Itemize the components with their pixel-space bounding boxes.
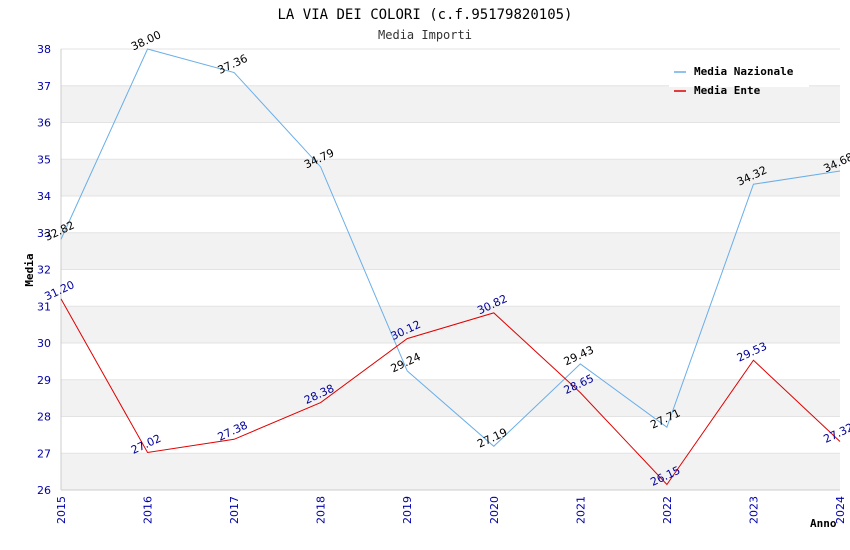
data-label: 37.36 [216, 52, 250, 77]
y-tick-label: 32 [37, 264, 51, 277]
grid-band [61, 85, 840, 123]
y-tick-label: 33 [37, 227, 51, 240]
x-tick-label: 2022 [661, 496, 674, 524]
y-tick-label: 38 [37, 43, 51, 56]
x-tick-label: 2015 [55, 496, 68, 524]
y-tick-label: 29 [37, 374, 51, 387]
x-axis-label: Anno [810, 517, 837, 530]
legend-label-media-ente: Media Ente [694, 84, 761, 97]
x-tick-labels: 2015 2016 2017 2018 2019 2020 2021 2022 2023 2024 [55, 496, 847, 524]
y-tick-label: 35 [37, 153, 51, 166]
legend-label-media-nazionale: Media Nazionale [694, 65, 794, 78]
series-lines [60, 48, 841, 486]
x-tick-label: 2023 [747, 496, 760, 524]
x-tick-label: 2019 [401, 496, 414, 524]
y-tick-label: 37 [37, 80, 51, 93]
y-tick-label: 27 [37, 447, 51, 460]
grid-band [61, 453, 840, 490]
chart-title: LA VIA DEI COLORI (c.f.95179820105) [277, 7, 572, 23]
y-tick-label: 34 [37, 190, 51, 203]
y-axis-label: Media [23, 253, 36, 286]
grid-bands [61, 85, 840, 490]
y-tick-label: 28 [37, 411, 51, 424]
data-label: 38.00 [129, 28, 163, 53]
data-label: 27.32 [821, 421, 850, 446]
y-tick-label: 30 [37, 337, 51, 350]
y-tick-label: 36 [37, 117, 51, 130]
x-tick-label: 2018 [315, 496, 328, 524]
x-tick-label: 2020 [488, 496, 501, 524]
y-tick-label: 31 [37, 300, 51, 313]
data-label: 27.19 [475, 426, 509, 451]
data-label: 29.43 [562, 343, 596, 368]
data-label: 31.20 [42, 278, 76, 303]
data-label: 29.24 [389, 350, 423, 375]
legend: Media Nazionale Media Ente [669, 59, 809, 97]
y-tick-label: 26 [37, 484, 51, 497]
y-tick-labels: 26 27 28 29 30 31 32 33 34 35 36 37 38 [37, 43, 51, 497]
legend-box [669, 59, 809, 87]
x-tick-label: 2017 [228, 496, 241, 524]
grid-lines [61, 48, 840, 491]
chart-subtitle: Media Importi [378, 28, 472, 42]
grid-band [61, 306, 840, 343]
grid-band [61, 379, 840, 417]
grid-band [61, 232, 840, 270]
series-line-media-ente [60, 298, 841, 486]
grid-band [61, 159, 840, 196]
series-line-media-nazionale [60, 48, 841, 447]
x-tick-label: 2024 [834, 496, 847, 524]
x-tick-label: 2021 [574, 496, 587, 524]
x-tick-label: 2016 [142, 496, 155, 524]
